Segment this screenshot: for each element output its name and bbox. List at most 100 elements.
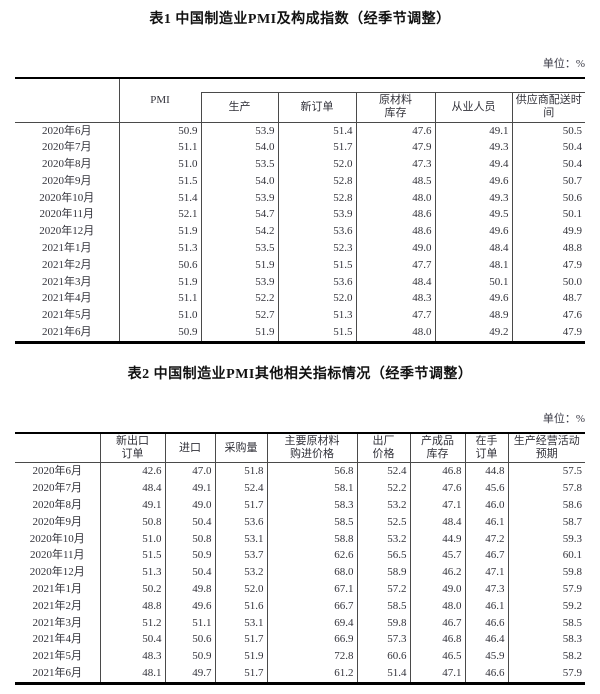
value-cell: 52.8 [277, 172, 356, 190]
month-cell: 2020年12月 [29, 566, 85, 579]
table1-body: 2020年6月 50.9 53.9 51.4 47.6 49.1 50.5 2020年7月 51… [15, 121, 585, 343]
value-cell: 56.8 [266, 462, 357, 481]
value-cell: 51.7 [214, 631, 267, 649]
month-cell: 2020年8月 [32, 498, 83, 511]
table1-unit-row: 单位：% [15, 58, 585, 71]
value-cell: 44.8 [464, 462, 508, 481]
table1-column-header: 从业人员 [434, 92, 512, 122]
value-cell: 52.0 [277, 290, 356, 308]
value-cell: 46.2 [409, 564, 465, 581]
value-cell: 52.3 [277, 240, 356, 257]
value-cell: 53.6 [277, 223, 356, 241]
table2-corner-cell [15, 433, 100, 463]
value-cell: 47.1 [409, 664, 465, 684]
value-cell: 49.6 [434, 172, 512, 190]
month-cell: 2020年10月 [29, 532, 85, 545]
value-cell: 57.8 [507, 480, 585, 497]
table1-pmi-components: PMI 生产 新订单 原材料 库存 从业人员 供应商配送时 间 2020年6月 50.9 5… [15, 77, 585, 344]
table2-column-header: 进口 [164, 432, 215, 463]
value-cell: 47.6 [355, 121, 435, 140]
table2-body: 2020年6月 42.6 47.0 51.8 56.8 52.4 46.8 44.8 57.5 2… [15, 462, 585, 684]
table2-section: 表2 中国制造业PMI其他相关指标情况（经季节调整） 单位：% 新出口 订单 进口… [15, 344, 585, 685]
value-cell: 48.8 [511, 240, 585, 257]
value-cell: 69.4 [266, 614, 357, 632]
month-cell: 2021年3月 [42, 275, 92, 288]
value-cell: 66.9 [266, 631, 357, 649]
value-cell: 51.4 [356, 664, 410, 684]
table1-row: 2021年6月 50.9 51.9 51.5 48.0 49.2 47.9 [15, 324, 585, 343]
value-cell: 47.7 [355, 307, 435, 325]
table2-column-header: 在手 订单 [464, 432, 508, 463]
value-cell: 52.4 [356, 462, 410, 481]
table2-row: 2020年11月 51.5 50.9 53.7 62.6 56.5 45.7 46.7 60.1 [15, 547, 585, 565]
value-cell: 57.9 [507, 580, 585, 598]
value-cell: 48.4 [355, 273, 435, 291]
value-cell: 49.0 [355, 240, 435, 257]
month-cell: 2021年1月 [42, 242, 92, 255]
month-cell: 2020年7月 [32, 482, 83, 495]
table1-unit-label: 单位：% [542, 58, 585, 70]
value-cell: 46.1 [464, 597, 508, 615]
value-cell: 53.6 [277, 273, 356, 291]
value-cell: 51.0 [118, 156, 201, 173]
table1-header-row-top: PMI [15, 78, 585, 122]
value-cell: 45.7 [409, 547, 465, 565]
value-cell: 58.7 [507, 513, 585, 531]
table2-row: 2020年9月 50.8 50.4 53.6 58.5 52.5 48.4 46.1 58.7 [15, 513, 585, 531]
value-cell: 51.9 [200, 324, 278, 343]
table2-column-header: 新出口 订单 [99, 432, 165, 463]
table2-column-header: 出厂 价格 [356, 432, 410, 463]
value-cell: 47.9 [355, 139, 435, 157]
table1-corner-cell [15, 78, 119, 122]
table2-column-header: 产成品 库存 [409, 432, 465, 463]
table2-header-row: 新出口 订单 进口 采购量 主要原材料 购进价格 出厂 价格 产成品 库存 在手 订单 生产经… [15, 432, 585, 463]
table2-row: 2020年12月 51.3 50.4 53.2 68.0 58.9 46.2 47.1 59.8 [15, 564, 585, 581]
value-cell: 51.8 [214, 462, 267, 481]
value-cell: 50.9 [118, 324, 201, 343]
month-cell: 2021年2月 [32, 599, 83, 612]
value-cell: 59.8 [356, 614, 410, 632]
value-cell: 52.2 [356, 480, 410, 497]
value-cell: 47.3 [355, 156, 435, 173]
value-cell: 51.4 [118, 189, 201, 207]
table2-row: 2021年6月 48.1 49.7 51.7 61.2 51.4 47.1 46.6 57.9 [15, 664, 585, 684]
value-cell: 48.3 [99, 648, 165, 665]
value-cell: 49.9 [511, 223, 585, 241]
value-cell: 50.4 [164, 513, 215, 531]
month-cell: 2020年11月 [29, 549, 85, 562]
table2-column-header: 生产经营活动 预期 [507, 432, 585, 463]
table1-subheader-row: 生产 新订单 原材料 库存 从业人员 供应商配送时 间 [15, 92, 585, 122]
table1-row: 2020年11月 52.1 54.7 53.9 48.6 49.5 50.1 [15, 206, 585, 224]
value-cell: 49.1 [434, 121, 512, 140]
table2-row: 2020年7月 48.4 49.1 52.4 58.1 52.2 47.6 45.6 57.8 [15, 480, 585, 497]
value-cell: 58.8 [266, 530, 357, 548]
value-cell: 58.1 [266, 480, 357, 497]
month-cell: 2021年6月 [42, 326, 92, 339]
table2-pmi-other-indicators: 新出口 订单 进口 采购量 主要原材料 购进价格 出厂 价格 产成品 库存 在手 订单 生产经… [15, 431, 585, 685]
value-cell: 47.1 [409, 496, 465, 514]
value-cell: 52.5 [356, 513, 410, 531]
value-cell: 48.4 [99, 480, 165, 497]
table1-row: 2020年9月 51.5 54.0 52.8 48.5 49.6 50.7 [15, 172, 585, 190]
value-cell: 53.9 [200, 121, 278, 140]
value-cell: 53.9 [200, 189, 278, 207]
value-cell: 47.6 [409, 480, 465, 497]
month-cell: 2020年6月 [15, 462, 100, 481]
value-cell: 46.7 [464, 547, 508, 565]
value-cell: 49.0 [409, 580, 465, 598]
table2-title: 表2 中国制造业PMI其他相关指标情况（经季节调整） [127, 366, 473, 382]
value-cell: 50.5 [511, 121, 585, 140]
value-cell: 50.6 [511, 189, 585, 207]
value-cell: 49.6 [434, 290, 512, 308]
value-cell: 46.6 [464, 614, 508, 632]
value-cell: 51.0 [99, 530, 165, 548]
table1-header: PMI 生产 新订单 原材料 库存 从业人员 供应商配送时 间 [15, 78, 585, 122]
value-cell: 59.2 [507, 597, 585, 615]
value-cell: 57.2 [356, 580, 410, 598]
value-cell: 54.2 [200, 223, 278, 241]
month-cell: 2020年6月 [15, 121, 119, 140]
value-cell: 49.6 [164, 597, 215, 615]
table1-row: 2020年8月 51.0 53.5 52.0 47.3 49.4 50.4 [15, 156, 585, 173]
value-cell: 46.1 [464, 513, 508, 531]
value-cell: 54.0 [200, 172, 278, 190]
